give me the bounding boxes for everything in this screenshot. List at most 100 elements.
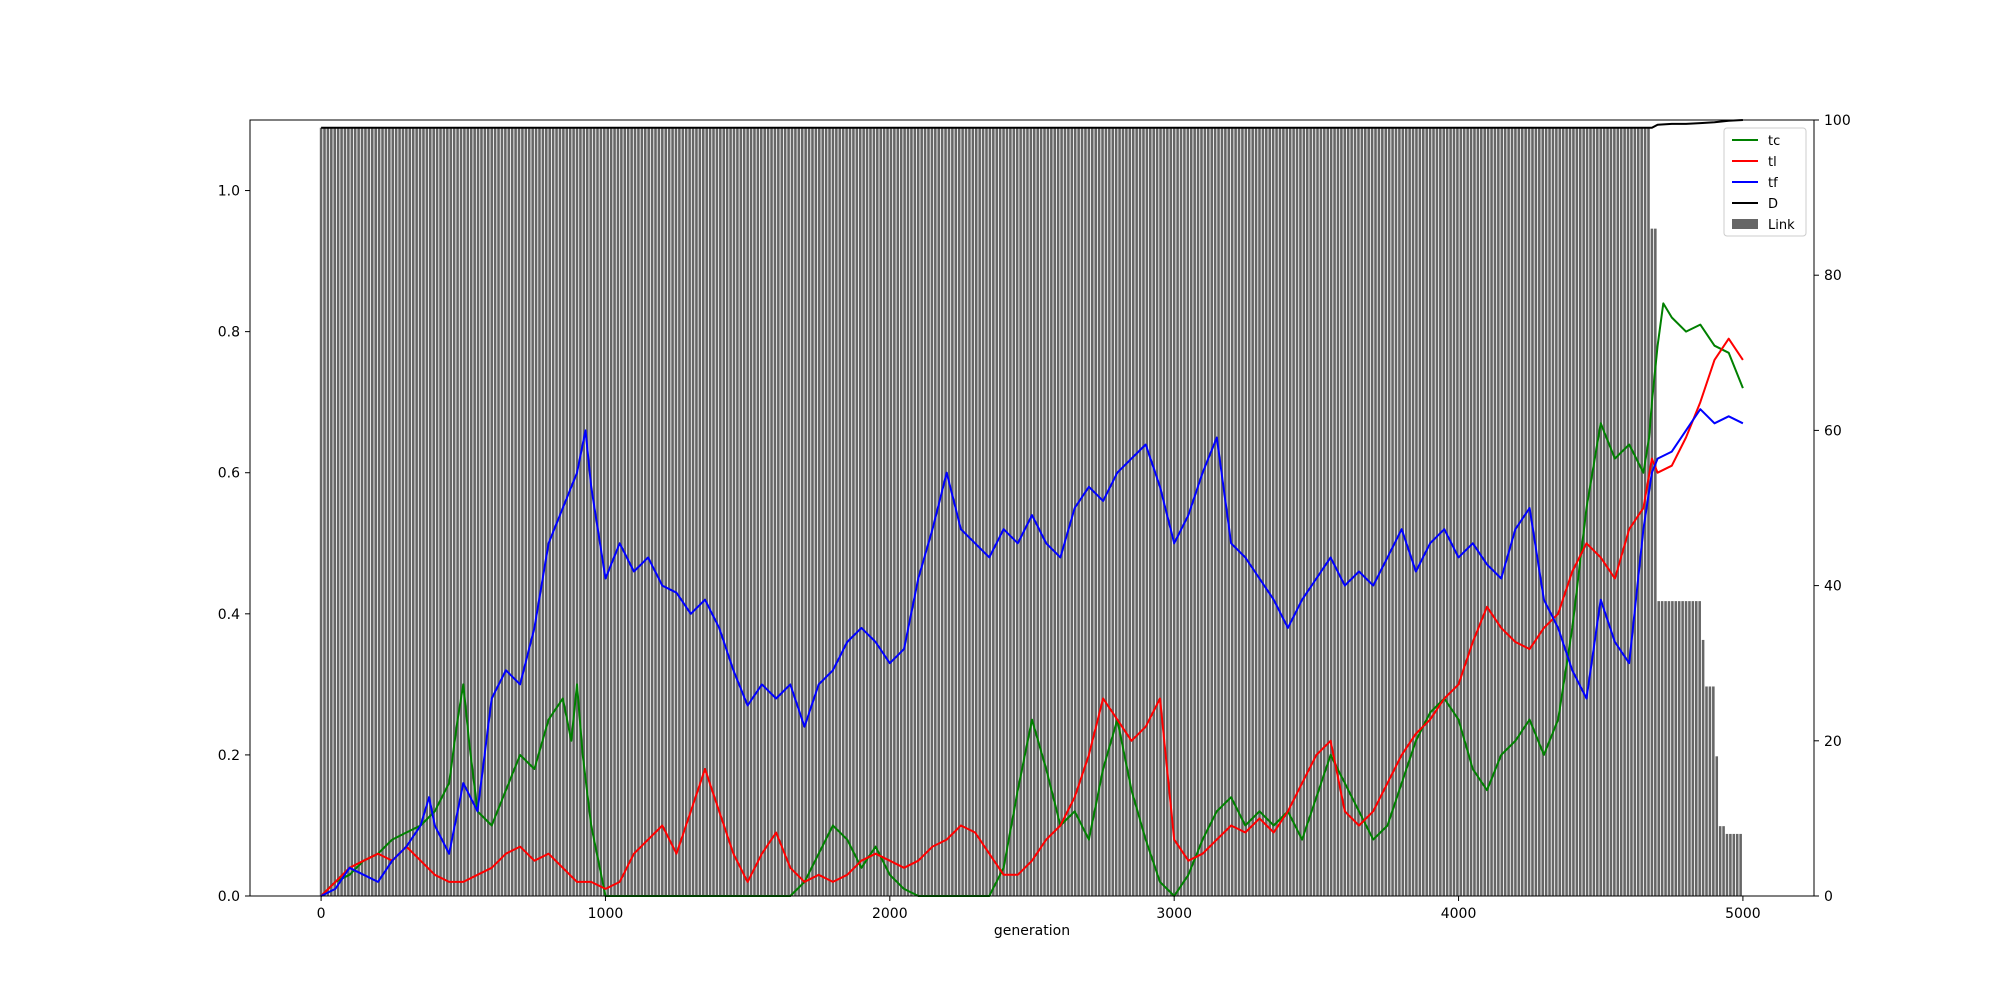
link-bar xyxy=(613,127,616,896)
y-axis-right: 0 20 40 60 80 100 xyxy=(1814,113,1851,905)
link-bar xyxy=(1111,127,1115,896)
link-bar xyxy=(944,127,947,896)
link-bar xyxy=(773,127,777,896)
link-bar xyxy=(1538,127,1541,896)
link-bar xyxy=(777,127,780,896)
link-bar xyxy=(882,127,886,896)
link-bar xyxy=(841,127,845,896)
link-bar xyxy=(684,127,688,896)
link-bar xyxy=(1404,127,1408,896)
link-bar xyxy=(367,127,371,896)
link-bar xyxy=(913,127,917,896)
link-bar xyxy=(1108,127,1111,896)
link-bar xyxy=(1268,127,1272,896)
link-bar xyxy=(760,127,763,896)
link-bar xyxy=(1589,127,1592,896)
link-bar xyxy=(1476,127,1480,896)
link-bar xyxy=(1101,127,1104,896)
link-bar xyxy=(405,127,408,896)
link-bar xyxy=(981,127,985,896)
link-bar xyxy=(1490,127,1493,896)
link-bar xyxy=(487,127,490,896)
link-bar xyxy=(452,127,456,896)
link-bar xyxy=(1155,127,1159,896)
link-bar xyxy=(500,127,504,896)
link-bar xyxy=(715,127,719,896)
link-bar xyxy=(862,127,865,896)
y-axis-left: 0.0 0.2 0.4 0.6 0.8 1.0 xyxy=(218,184,250,905)
link-bar xyxy=(828,127,831,896)
link-bar xyxy=(661,127,664,896)
link-bar xyxy=(1592,127,1596,896)
link-bar xyxy=(1650,228,1654,896)
link-bar xyxy=(1520,127,1524,896)
link-bar xyxy=(323,127,326,896)
link-bar xyxy=(749,127,753,896)
link-bar xyxy=(865,127,869,896)
link-bar xyxy=(1203,127,1207,896)
plot-frame xyxy=(249,119,1815,897)
link-bar xyxy=(1517,127,1521,896)
link-bar xyxy=(1353,127,1357,896)
link-bar xyxy=(1299,127,1302,896)
link-bar xyxy=(1459,127,1463,896)
link-bar xyxy=(340,127,343,896)
link-bar xyxy=(1599,127,1603,896)
link-bar xyxy=(1613,127,1616,896)
link-bar xyxy=(1688,601,1691,896)
link-bar xyxy=(780,127,784,896)
link-bar xyxy=(657,127,661,896)
link-bar xyxy=(1374,127,1377,896)
link-bar xyxy=(1428,127,1432,896)
link-bar xyxy=(1073,127,1077,896)
link-bar xyxy=(1701,639,1705,896)
link-bar xyxy=(1705,686,1708,896)
link-bar xyxy=(480,127,483,896)
link-bar xyxy=(446,127,449,896)
legend-label-link: Link xyxy=(1768,218,1795,233)
link-bar xyxy=(398,127,401,896)
link-bar xyxy=(545,127,548,896)
link-bar xyxy=(650,127,654,896)
link-bar xyxy=(1667,601,1671,896)
link-bar xyxy=(336,127,340,896)
link-bar xyxy=(1619,127,1623,896)
link-bar xyxy=(992,127,995,896)
link-bar xyxy=(855,127,859,896)
link-bar xyxy=(814,127,818,896)
link-bar xyxy=(1060,127,1063,896)
link-bar xyxy=(507,127,511,896)
link-bar xyxy=(756,127,760,896)
link-bar xyxy=(1329,127,1333,896)
x-tick-label: 5000 xyxy=(1725,906,1761,922)
link-bar xyxy=(1172,127,1176,896)
link-bar xyxy=(1544,127,1548,896)
link-bar xyxy=(1056,127,1060,896)
link-bar xyxy=(1032,127,1036,896)
link-bar xyxy=(1363,127,1367,896)
link-bar xyxy=(1401,127,1405,896)
link-bar xyxy=(459,127,463,896)
link-bar xyxy=(493,127,497,896)
link-bar xyxy=(961,127,964,896)
link-bar xyxy=(1394,127,1398,896)
link-bar xyxy=(797,127,801,896)
link-bar xyxy=(1247,127,1251,896)
link-bar xyxy=(1718,826,1722,896)
link-bar xyxy=(770,127,773,896)
link-bar xyxy=(1387,127,1391,896)
link-bar xyxy=(1312,127,1316,896)
link-bar xyxy=(674,127,678,896)
link-bar xyxy=(1244,127,1248,896)
link-bar xyxy=(429,127,432,896)
link-bar xyxy=(626,127,630,896)
link-bar xyxy=(1213,127,1217,896)
link-bar xyxy=(790,127,794,896)
link-bar xyxy=(360,127,364,896)
link-bar xyxy=(319,127,323,896)
link-bar xyxy=(1326,127,1330,896)
link-bar xyxy=(681,127,685,896)
link-bar xyxy=(1657,601,1661,896)
link-bar xyxy=(1585,127,1589,896)
link-bar xyxy=(1207,127,1210,896)
